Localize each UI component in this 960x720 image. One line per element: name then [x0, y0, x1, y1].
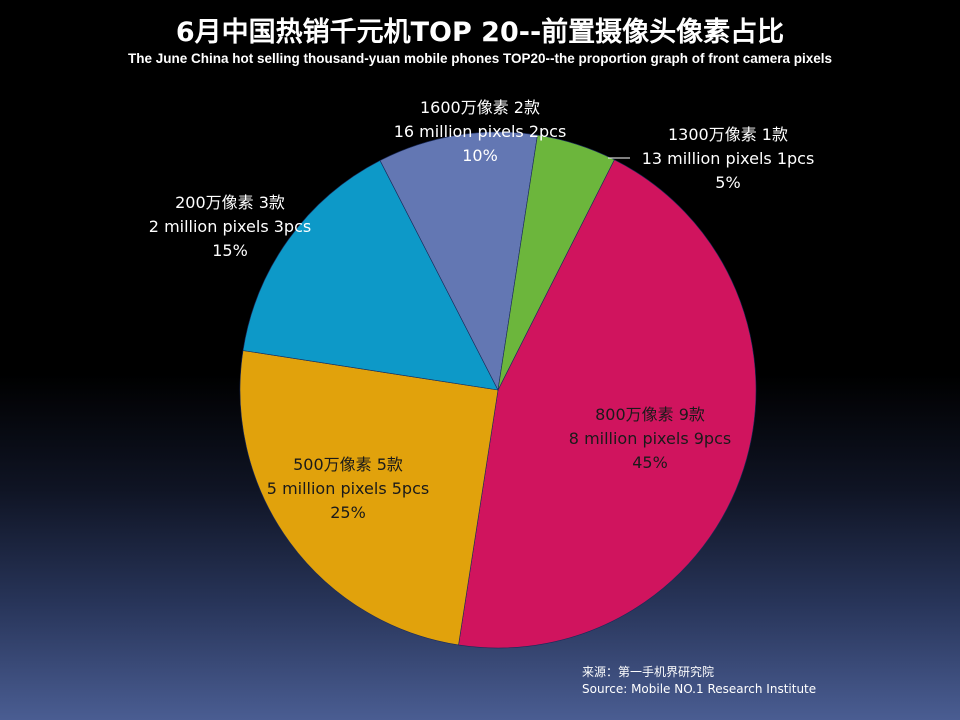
slice-label-cn-s1300: 1300万像素 1款 [668, 125, 788, 144]
pie-slices [239, 131, 757, 649]
source-cn: 来源：第一手机界研究院 [582, 665, 715, 679]
pie-slice-s200 [242, 160, 499, 391]
pie-slice-s1600 [379, 131, 538, 391]
slice-label-pct-s200: 15% [212, 241, 248, 260]
slice-label-en-s500: 5 million pixels 5pcs [267, 479, 429, 498]
slice-label-cn-s200: 200万像素 3款 [175, 193, 285, 212]
chart-subtitle: The June China hot selling thousand-yuan… [127, 51, 833, 66]
chart-title: 6月中国热销千元机TOP 20--前置摄像头像素占比 [175, 17, 785, 48]
slice-label-en-s200: 2 million pixels 3pcs [149, 217, 311, 236]
slice-label-en-s1300: 13 million pixels 1pcs [642, 149, 815, 168]
pie-labels: 800万像素 9款 8 million pixels 9pcs 45% 500万像素 … [149, 98, 815, 522]
slice-label-en-s1600: 16 million pixels 2pcs [394, 122, 567, 141]
slice-label-cn-s800: 800万像素 9款 [595, 405, 705, 424]
slice-label-pct-s1300: 5% [715, 173, 740, 192]
slice-label-cn-s500: 500万像素 5款 [293, 455, 403, 474]
pie-slice-s500 [239, 350, 499, 646]
slice-label-cn-s1600: 1600万像素 2款 [420, 98, 540, 117]
slice-label-pct-s1600: 10% [462, 146, 498, 165]
source-note: 来源：第一手机界研究院 Source: Mobile NO.1 Research… [582, 664, 816, 698]
source-en: Source: Mobile NO.1 Research Institute [582, 682, 817, 696]
pie-slice-s800 [458, 159, 757, 649]
slice-label-pct-s500: 25% [330, 503, 366, 522]
slice-label-en-s800: 8 million pixels 9pcs [569, 429, 731, 448]
slice-label-pct-s800: 45% [632, 453, 668, 472]
pie-slice-s1300 [497, 134, 615, 391]
